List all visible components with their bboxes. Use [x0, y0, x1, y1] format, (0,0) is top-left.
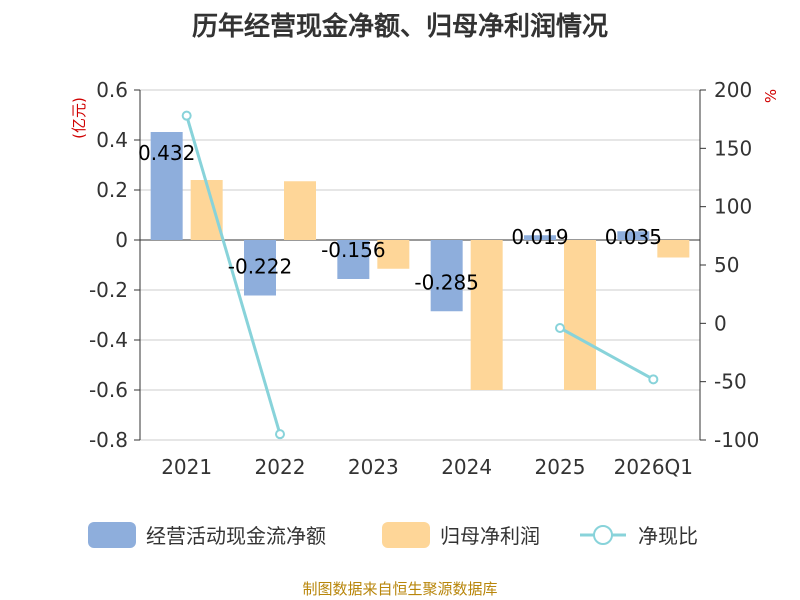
x-tick-label: 2026Q1 [614, 455, 693, 479]
bar-value-label: -0.285 [414, 270, 478, 294]
bar-value-label: 0.019 [511, 225, 568, 249]
ratio-line-segment [185, 115, 282, 435]
bar [470, 240, 503, 390]
legend: 经营活动现金流净额 归母净利润 净现比 [88, 522, 698, 548]
bar [284, 181, 316, 240]
bar [524, 235, 556, 240]
bars [150, 132, 690, 390]
left-unit-label: (亿元) [70, 97, 88, 139]
right-unit-label: % [762, 89, 780, 103]
bar [150, 132, 183, 240]
right-tick-label: 50 [714, 253, 739, 277]
ratio-line [181, 110, 659, 440]
legend-marker [593, 525, 613, 545]
source-note: 制图数据来自恒生聚源数据库 [302, 580, 498, 598]
left-tick-label: -0.4 [89, 328, 128, 352]
bar [430, 240, 463, 312]
legend-swatch [88, 522, 136, 548]
right-tick-label: 0 [714, 311, 727, 335]
x-tick-label: 2023 [348, 455, 399, 479]
x-tick-label: 2021 [161, 455, 212, 479]
right-tick-label: 150 [714, 136, 752, 160]
ratio-point [648, 374, 659, 385]
bar [337, 240, 370, 279]
axes: -0.8 -0.6 -0.4 -0.2 0 0.2 0.4 0.6 -100 -50 0 50 100 1… [70, 78, 780, 479]
left-tick-label: 0 [115, 228, 128, 252]
left-tick-label: 0.6 [96, 78, 128, 102]
left-tick-label: 0.4 [96, 128, 128, 152]
ratio-point [181, 110, 192, 121]
chart-title: 历年经营现金净额、归母净利润情况 [191, 12, 608, 42]
grid-lines [140, 89, 700, 441]
legend-swatch [382, 522, 430, 548]
right-tick-label: 100 [714, 195, 752, 219]
right-tick-label: 200 [714, 78, 752, 102]
legend-label: 归母净利润 [440, 524, 540, 548]
bar [377, 240, 410, 269]
data-labels: 0.432 -0.222 -0.156 -0.285 0.019 0.035 [138, 141, 662, 294]
bar [617, 231, 650, 240]
legend-label: 经营活动现金流净额 [146, 524, 326, 548]
bar-value-label: -0.156 [321, 238, 385, 262]
left-tick-label: 0.2 [96, 178, 128, 202]
ratio-line-segment [559, 326, 655, 381]
legend-label: 净现比 [638, 524, 698, 548]
bar-value-label: -0.222 [228, 255, 292, 279]
right-tick-label: -50 [714, 370, 747, 394]
x-tick-label: 2022 [255, 455, 306, 479]
ratio-point [555, 323, 565, 333]
bar [564, 240, 596, 390]
bar-value-label: 0.035 [605, 225, 662, 249]
x-tick-label: 2025 [535, 455, 586, 479]
left-tick-label: -0.8 [89, 428, 128, 452]
bar-value-label: 0.432 [138, 141, 195, 165]
ratio-point [275, 429, 285, 440]
x-tick-label: 2024 [441, 455, 492, 479]
left-tick-label: -0.2 [89, 278, 128, 302]
bar [190, 180, 223, 240]
left-tick-label: -0.6 [89, 378, 128, 402]
bar [244, 240, 276, 296]
bar [657, 240, 690, 258]
right-tick-label: -100 [714, 428, 759, 452]
